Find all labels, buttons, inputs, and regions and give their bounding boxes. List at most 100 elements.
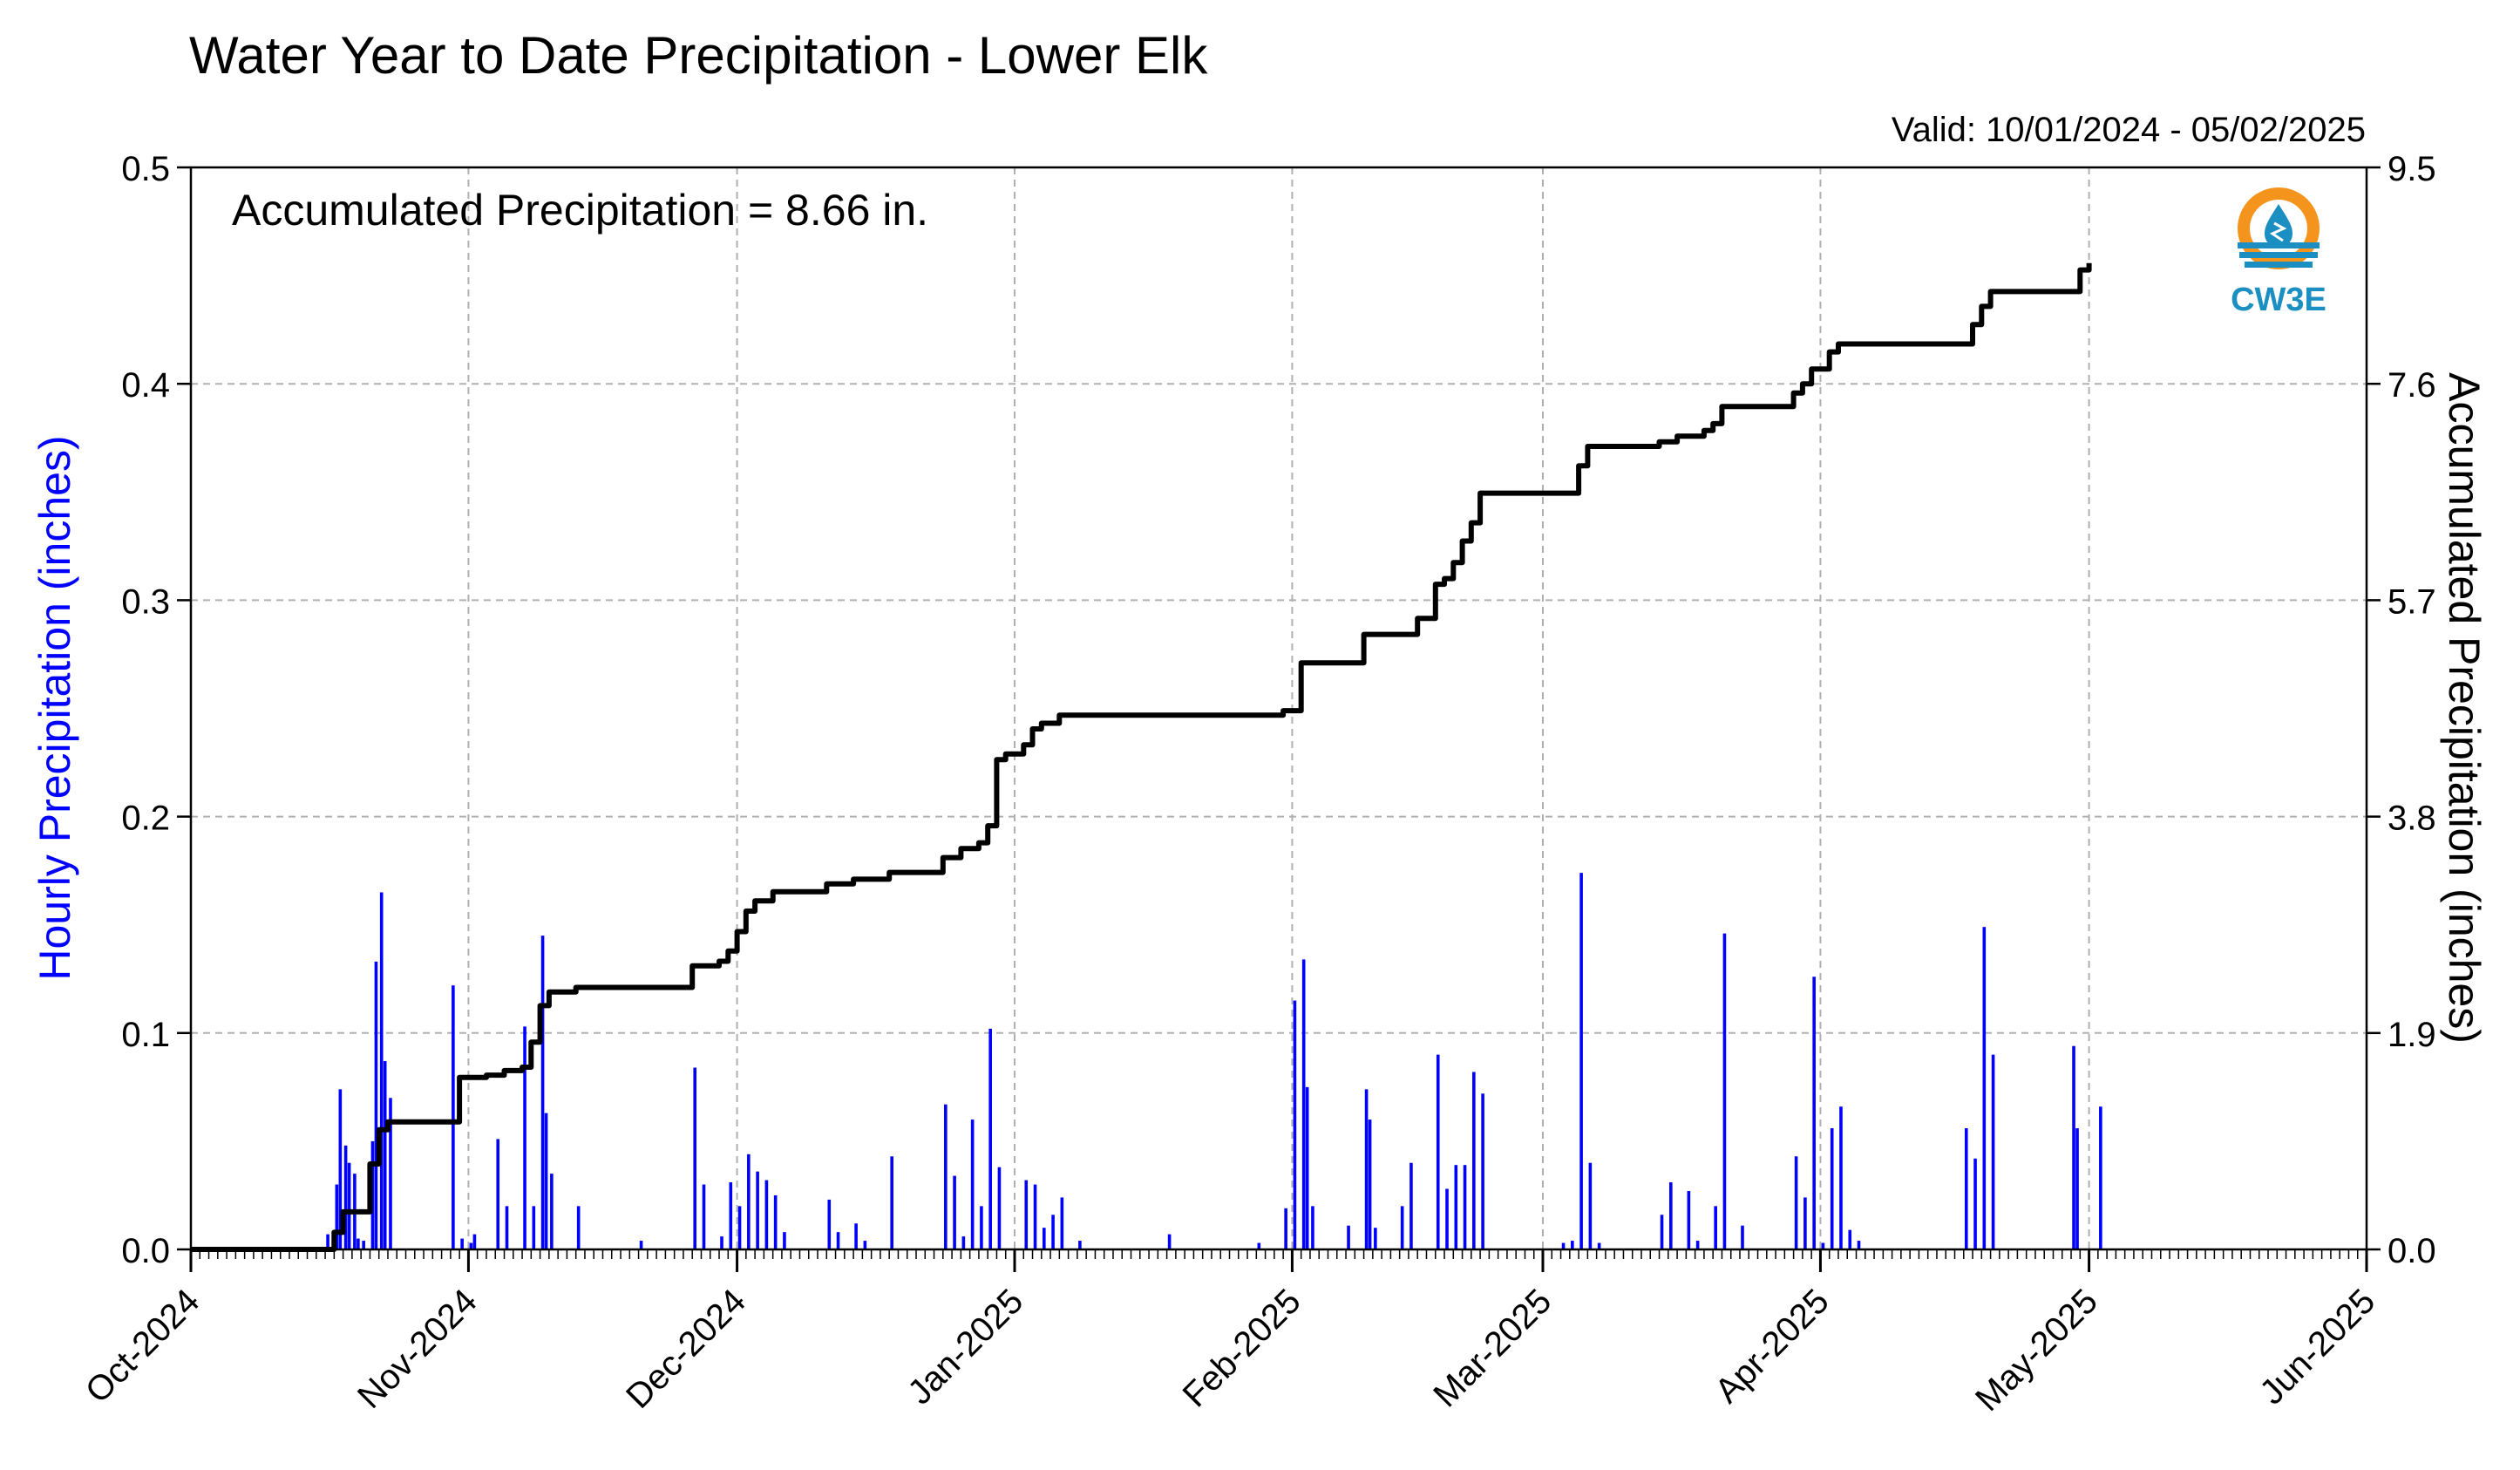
- hourly-precip-bar: [370, 1140, 375, 1249]
- hourly-precip-bar: [827, 1199, 832, 1249]
- right-y-tick-label: 7.6: [2388, 366, 2436, 405]
- gridlines: [191, 167, 2367, 1249]
- hourly-precip-bar: [1043, 1228, 1046, 1249]
- hourly-precip-bar: [1051, 1215, 1055, 1249]
- accumulated-total-annotation: Accumulated Precipitation = 8.66 in.: [232, 186, 928, 235]
- hourly-precip-bar: [347, 1162, 351, 1249]
- x-tick-label: Jan-2025: [900, 1282, 1030, 1412]
- hourly-precip-bar: [544, 1113, 548, 1249]
- logo-text: CW3E: [2231, 282, 2326, 318]
- hourly-precip-bar: [389, 1098, 392, 1249]
- hourly-precip-bar: [1982, 927, 1987, 1249]
- hourly-precip-bar: [693, 1067, 697, 1249]
- left-y-tick-label: 0.3: [121, 582, 170, 621]
- x-tick-label: Mar-2025: [1426, 1282, 1559, 1414]
- left-y-tick-label: 0.5: [121, 150, 170, 188]
- hourly-precip-bar: [1311, 1206, 1314, 1249]
- hourly-precip-bar: [944, 1104, 948, 1249]
- axis-tick-labels: 0.0 0.0 0.1 1.9 0.2 3.8 0.3 5.7 0.4 7.6 0.5 9.5 Oct-…: [78, 150, 2436, 1419]
- left-y-tick-label: 0.0: [121, 1232, 170, 1270]
- hourly-precip-bar: [1033, 1184, 1037, 1249]
- axis-ticks: [177, 166, 2381, 1272]
- hourly-precip-bar: [1301, 959, 1306, 1249]
- hourly-precip-bar: [335, 1184, 339, 1249]
- hourly-precip-bar: [523, 1026, 526, 1249]
- hourly-precip-bar: [863, 1241, 867, 1249]
- x-tick-label: May-2025: [1968, 1282, 2105, 1419]
- hourly-precip-bar: [1695, 1241, 1700, 1249]
- hourly-precip-bar: [1812, 977, 1816, 1249]
- hourly-precip-bar: [338, 1089, 343, 1249]
- hourly-precip-bar: [1445, 1188, 1449, 1249]
- hourly-precip-bar: [702, 1184, 706, 1249]
- left-y-tick-label: 0.2: [121, 800, 170, 838]
- x-tick-label: Oct-2024: [78, 1282, 207, 1410]
- hourly-precipitation-bars: [326, 873, 2102, 1249]
- x-tick-label: Dec-2024: [619, 1282, 753, 1416]
- hourly-precip-bar: [362, 1241, 365, 1249]
- hourly-precip-bar: [379, 892, 384, 1249]
- hourly-precip-bar: [1060, 1197, 1064, 1249]
- hourly-precip-bar: [505, 1206, 509, 1249]
- hourly-precip-bar: [1463, 1165, 1467, 1249]
- hourly-precip-bar: [997, 1167, 1002, 1249]
- hourly-precip-bar: [550, 1174, 554, 1249]
- hourly-precip-bar: [1374, 1228, 1377, 1249]
- hourly-precip-bar: [1964, 1128, 1968, 1249]
- hourly-precip-bar: [1588, 1162, 1593, 1249]
- hourly-precip-bar: [980, 1206, 983, 1249]
- hourly-precip-bar: [747, 1154, 751, 1249]
- hourly-precip-bar: [1481, 1093, 1484, 1249]
- hourly-precip-bar: [343, 1145, 348, 1249]
- hourly-precip-bar: [1257, 1242, 1261, 1249]
- hourly-precip-bar: [729, 1182, 733, 1249]
- hourly-precip-bar: [890, 1156, 893, 1249]
- hourly-precip-bar: [460, 1238, 464, 1249]
- hourly-precip-bar: [1839, 1106, 1843, 1249]
- left-axis-label: Hourly Precipitation (inches): [31, 435, 79, 980]
- hourly-precip-bar: [1167, 1234, 1172, 1249]
- hourly-precip-bar: [1579, 873, 1583, 1249]
- right-y-tick-label: 9.5: [2388, 150, 2436, 188]
- hourly-precip-bar: [1821, 1242, 1825, 1249]
- hourly-precip-bar: [1714, 1206, 1717, 1249]
- hourly-precip-bar: [469, 1242, 473, 1249]
- hourly-precip-bar: [2075, 1128, 2079, 1249]
- hourly-precip-bar: [1368, 1120, 1372, 1249]
- hourly-precip-bar: [1305, 1086, 1309, 1249]
- hourly-precip-bar: [1722, 933, 1727, 1249]
- x-tick-label: Nov-2024: [350, 1282, 485, 1416]
- accumulated-precipitation-line: [191, 262, 2092, 1252]
- hourly-precip-bar: [1857, 1241, 1861, 1249]
- hourly-precip-bar: [1400, 1206, 1404, 1249]
- hourly-precip-bar: [374, 961, 378, 1249]
- hourly-precip-bar: [1848, 1229, 1852, 1249]
- hourly-precip-bar: [576, 1206, 581, 1249]
- hourly-precip-bar: [836, 1232, 840, 1249]
- hourly-precip-bar: [988, 1028, 992, 1249]
- hourly-precip-bar: [1794, 1156, 1798, 1249]
- right-y-tick-label: 1.9: [2388, 1016, 2436, 1054]
- hourly-precip-bar: [1024, 1180, 1029, 1249]
- hourly-precip-bar: [773, 1194, 778, 1249]
- hourly-precip-bar: [496, 1139, 500, 1249]
- hourly-precip-bar: [720, 1236, 723, 1249]
- hourly-precip-bar: [1284, 1208, 1287, 1249]
- hourly-precip-bar: [1803, 1197, 1807, 1249]
- hourly-precip-bar: [1597, 1242, 1601, 1249]
- hourly-precip-bar: [540, 936, 545, 1249]
- hourly-precip-bar: [1571, 1241, 1574, 1249]
- right-axis-label: Accumulated Precipitation (inches): [2440, 372, 2489, 1044]
- plot-frame: [189, 166, 2368, 1251]
- hourly-precip-bar: [953, 1175, 956, 1249]
- hourly-precip-bar: [1293, 1000, 1297, 1249]
- hourly-precip-bar: [472, 1234, 477, 1249]
- hourly-precip-bar: [1409, 1162, 1413, 1249]
- hourly-precip-bar: [1561, 1242, 1566, 1249]
- hourly-precip-bar: [737, 1206, 742, 1249]
- hourly-precip-bar: [961, 1236, 966, 1249]
- valid-date-range: Valid: 10/01/2024 - 05/02/2025: [1892, 111, 2366, 149]
- hourly-precip-bar: [452, 985, 455, 1249]
- hourly-precip-bar: [1472, 1072, 1476, 1249]
